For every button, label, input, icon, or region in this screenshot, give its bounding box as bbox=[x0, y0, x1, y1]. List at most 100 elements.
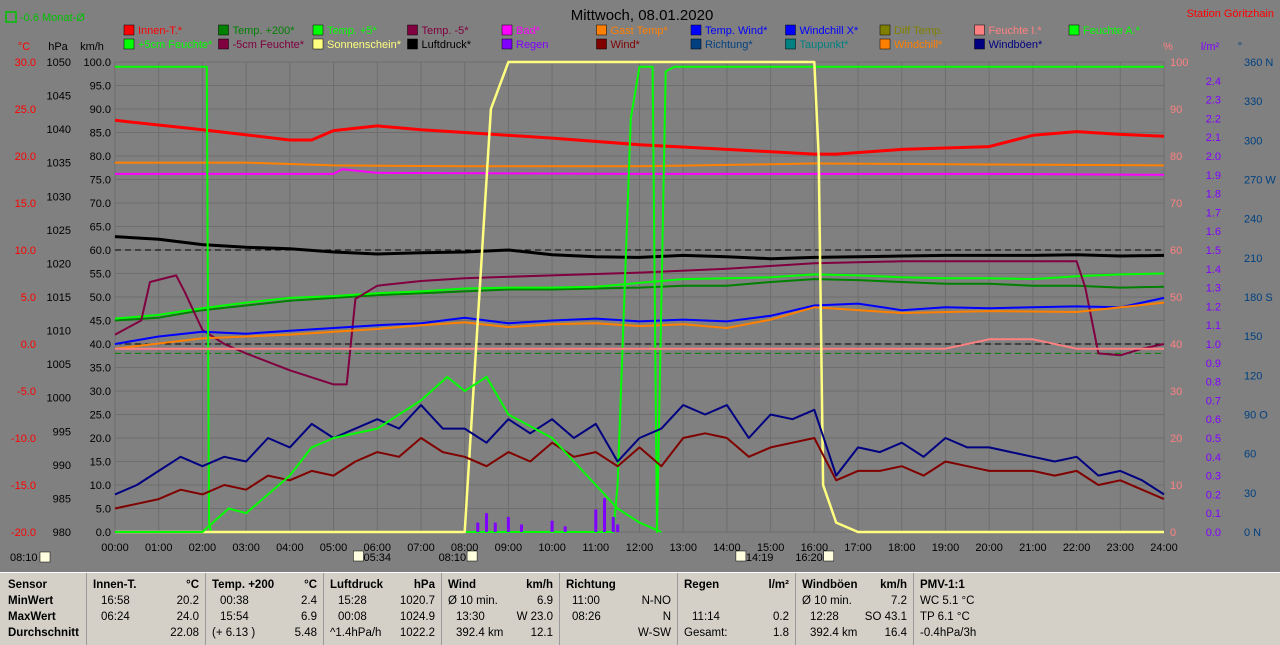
pressure-tick-label: 985 bbox=[53, 493, 71, 505]
rain-tick-label: 0.4 bbox=[1206, 452, 1221, 464]
stats-temp200-t1: 00:38 bbox=[220, 595, 249, 607]
rain-tick-label: 2.2 bbox=[1206, 113, 1221, 125]
pressure-tick-label: 1040 bbox=[47, 124, 71, 136]
legend-label: Temp. +200* bbox=[233, 25, 296, 37]
stats-boeen-v1: 7.2 bbox=[891, 595, 907, 607]
time-tick-label: 02:00 bbox=[189, 542, 217, 554]
rain-bar bbox=[506, 516, 510, 532]
humidity-tick-label: 100 bbox=[1170, 57, 1188, 69]
legend: Innen-T.* Temp. +200* Temp. +5* Temp. -5* Ba… bbox=[123, 24, 1141, 51]
legend-swatch bbox=[879, 38, 891, 50]
stats-richtung-t1: 11:00 bbox=[572, 595, 600, 607]
humidity-tick-label: 10 bbox=[1170, 480, 1182, 492]
rain-tick-label: 0.7 bbox=[1206, 395, 1221, 407]
stats-boeen-t2: 12:28 bbox=[810, 611, 839, 623]
rain-tick-label: 1.4 bbox=[1206, 264, 1221, 276]
legend-label: Regen bbox=[516, 39, 548, 51]
stats-richtung-t2: 08:26 bbox=[572, 611, 601, 623]
stats-temp200-t3: (+ 6.13 ) bbox=[212, 627, 256, 639]
legend-swatch bbox=[1068, 24, 1080, 36]
time-tick-label: 05:00 bbox=[320, 542, 348, 554]
pressure-tick-label: 1005 bbox=[47, 359, 71, 371]
legend-label: Feuchte A.* bbox=[1083, 25, 1141, 37]
stats-druck-title: Luftdruck bbox=[330, 579, 384, 591]
rain-bar bbox=[611, 516, 615, 532]
humidity-tick-label: 90 bbox=[1170, 104, 1182, 116]
rain-tick-label: 1.8 bbox=[1206, 189, 1221, 201]
rain-tick-label: 2.4 bbox=[1206, 76, 1221, 88]
direction-tick-label: 30 bbox=[1244, 488, 1256, 500]
stats-richtung-v3: W-SW bbox=[637, 627, 671, 639]
legend-swatch bbox=[879, 24, 891, 36]
series-line-2 bbox=[114, 272, 1165, 320]
legend-swatch bbox=[785, 24, 796, 36]
stats-innen-t1: 16:58 bbox=[101, 595, 130, 607]
legend-swatch bbox=[218, 38, 229, 50]
rain-tick-label: 2.1 bbox=[1206, 132, 1221, 144]
data-series bbox=[114, 60, 1165, 534]
stats-wind-unit: km/h bbox=[526, 579, 553, 591]
rain-tick-label: 1.1 bbox=[1206, 320, 1221, 332]
axis-unit-c: °C bbox=[18, 41, 30, 53]
rain-tick-label: 1.5 bbox=[1206, 245, 1221, 257]
monat-average: -0.6 Monat-Ø bbox=[20, 12, 85, 24]
stats-pmv-tp: TP 6.1 °C bbox=[920, 611, 970, 623]
direction-tick-label: 150 bbox=[1244, 331, 1262, 343]
direction-tick-label: 210 bbox=[1244, 253, 1262, 265]
stats-temp200-t2: 15:54 bbox=[220, 611, 249, 623]
stats-wind-v3: 12.1 bbox=[530, 627, 553, 639]
axis-labels: 00:00 01:00 02:00 03:00 04:00 05:00 06:00 07:00… bbox=[11, 41, 1276, 554]
stats-pmv-wc: WC 5.1 °C bbox=[920, 595, 975, 607]
legend-label: Temp. -5* bbox=[422, 25, 470, 37]
temp-tick-label: 25.0 bbox=[15, 104, 36, 116]
time-tick-label: 11:00 bbox=[582, 542, 609, 554]
direction-tick-label: 270 W bbox=[1244, 175, 1276, 187]
rain-tick-label: 1.6 bbox=[1206, 226, 1221, 238]
direction-tick-label: 360 N bbox=[1244, 57, 1273, 69]
pressure-tick-label: 1015 bbox=[47, 292, 71, 304]
time-tick-label: 17:00 bbox=[844, 542, 872, 554]
axis-unit-lm2: l/m² bbox=[1201, 41, 1220, 53]
stats-richtung-v1: N-NO bbox=[641, 595, 671, 607]
stats-druck-t1: 15:28 bbox=[338, 595, 367, 607]
rain-tick-label: 0.5 bbox=[1206, 433, 1221, 445]
direction-tick-label: 0 N bbox=[1244, 527, 1261, 539]
direction-tick-label: 300 bbox=[1244, 135, 1262, 147]
rain-tick-label: 1.2 bbox=[1206, 301, 1221, 313]
rain-tick-label: 0.3 bbox=[1206, 471, 1221, 483]
legend-label: Richtung* bbox=[705, 39, 753, 51]
legend-swatch bbox=[123, 24, 135, 36]
legend-swatch bbox=[596, 38, 607, 50]
legend-swatch bbox=[312, 24, 324, 36]
stats-wind-t3: 392.4 km bbox=[456, 627, 504, 639]
rain-tick-label: 0.8 bbox=[1206, 377, 1221, 389]
series-line-13 bbox=[114, 404, 1165, 496]
stats-col-temp200: Temp. +200 °C 00:38 2.4 15:54 6.9 (+ 6.13 )… bbox=[206, 573, 324, 645]
pressure-tick-label: 1045 bbox=[47, 91, 71, 103]
stats-sensor-title: Sensor bbox=[8, 579, 47, 591]
legend-label: Innen-T.* bbox=[138, 25, 183, 37]
sun-marker-icon bbox=[735, 550, 747, 562]
legend-swatch bbox=[407, 38, 418, 50]
stats-wind-t1: Ø 10 min. bbox=[448, 595, 498, 607]
stats-boeen-v3: 16.4 bbox=[884, 627, 907, 639]
time-tick-label: 06:00 bbox=[363, 542, 391, 554]
legend-swatch bbox=[785, 38, 796, 50]
wind-tick-label: 55.0 bbox=[90, 269, 111, 281]
humidity-tick-label: 0 bbox=[1170, 527, 1176, 539]
stats-regen-title: Regen bbox=[684, 579, 720, 591]
axis-unit-kmh: km/h bbox=[80, 41, 104, 53]
time-tick-label: 09:00 bbox=[495, 542, 523, 554]
stats-wind-t2: 13:30 bbox=[456, 611, 485, 623]
series-line-5 bbox=[115, 161, 1165, 168]
stats-pmv-trend: -0.4hPa/3h bbox=[920, 627, 977, 639]
legend-swatch bbox=[501, 24, 513, 36]
time-tick-label: 13:00 bbox=[669, 542, 697, 554]
temp-tick-label: 15.0 bbox=[15, 198, 36, 210]
stats-temp200-v3: 5.48 bbox=[294, 627, 317, 639]
time-tick-label: 24:00 bbox=[1150, 542, 1178, 554]
rain-tick-label: 1.9 bbox=[1206, 170, 1221, 182]
legend-label: Temp. +5* bbox=[327, 25, 378, 37]
time-tick-label: 14:00 bbox=[713, 542, 741, 554]
humidity-tick-label: 70 bbox=[1170, 198, 1182, 210]
